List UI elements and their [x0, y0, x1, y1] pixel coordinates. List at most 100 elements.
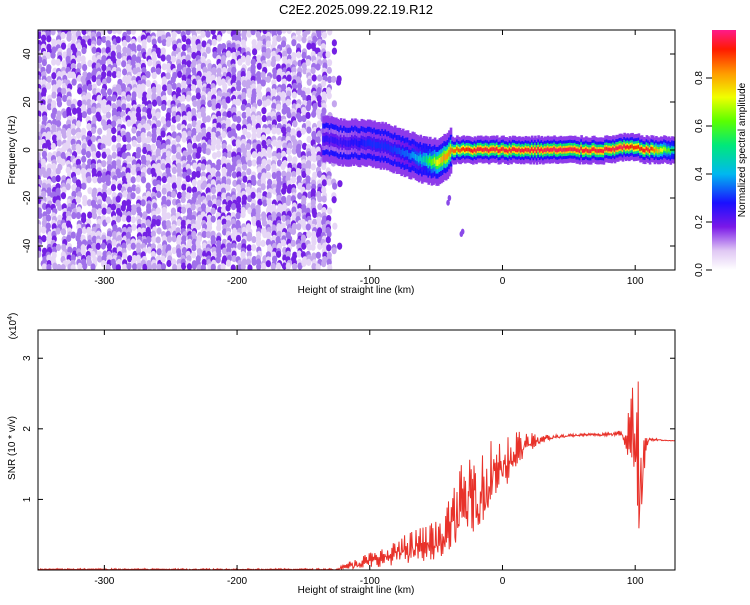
- noise-cell: [60, 158, 66, 166]
- noise-cell: [190, 203, 196, 211]
- noise-cell: [241, 199, 247, 207]
- noise-cell: [66, 234, 72, 242]
- noise-cell: [97, 255, 103, 263]
- noise-cell: [327, 30, 333, 36]
- noise-cell: [301, 223, 308, 231]
- noise-cell: [67, 246, 73, 254]
- noise-cell: [185, 38, 191, 46]
- snr-y-tick-label: 3: [22, 355, 33, 361]
- noise-cell: [212, 51, 218, 59]
- noise-cell: [246, 123, 252, 131]
- noise-cell: [97, 176, 103, 184]
- noise-cell: [280, 40, 287, 48]
- noise-cell: [171, 82, 177, 90]
- noise-cell: [231, 106, 237, 115]
- noise-cell: [160, 130, 166, 138]
- noise-cell: [185, 175, 191, 183]
- noise-cell: [130, 192, 136, 200]
- noise-cell: [192, 99, 198, 108]
- noise-cell: [38, 56, 43, 64]
- noise-cell: [155, 236, 161, 244]
- noise-cell: [171, 235, 177, 243]
- noise-cell: [100, 30, 107, 36]
- noise-cell: [100, 260, 107, 268]
- noise-cell: [146, 236, 152, 244]
- noise-cell: [290, 239, 296, 247]
- ridge-segment: [365, 140, 368, 147]
- noise-cell: [38, 31, 42, 39]
- ridge-segment: [542, 149, 545, 153]
- ridge-segment: [478, 147, 481, 152]
- ridge-segment: [581, 149, 585, 153]
- noise-cell: [310, 243, 316, 251]
- noise-cell: [306, 78, 312, 86]
- noise-cell: [85, 150, 91, 159]
- noise-cell: [61, 186, 67, 194]
- ridge-segment: [637, 144, 641, 149]
- noise-cell: [285, 250, 291, 258]
- noise-cell: [285, 126, 292, 134]
- noise-cell: [231, 171, 238, 179]
- noise-cell: [310, 146, 316, 154]
- noise-cell: [116, 52, 122, 60]
- noise-cell: [136, 114, 142, 122]
- noise-cell: [45, 66, 52, 74]
- noise-cell: [116, 171, 122, 179]
- ridge-segment: [352, 139, 356, 147]
- noise-cell: [192, 142, 198, 150]
- noise-cell: [175, 227, 181, 235]
- noise-cell: [111, 135, 117, 143]
- noise-cell: [290, 176, 297, 184]
- noise-cell: [161, 63, 167, 71]
- noise-cell: [106, 243, 113, 251]
- noise-cell: [280, 150, 287, 158]
- noise-cell: [195, 92, 202, 100]
- noise-cell: [252, 48, 258, 56]
- noise-cell: [292, 120, 298, 128]
- noise-cell: [77, 87, 83, 95]
- noise-cell: [91, 212, 98, 220]
- noise-cell: [270, 263, 276, 270]
- noise-cell: [251, 235, 257, 244]
- noise-cell: [105, 263, 111, 270]
- noise-cell: [106, 254, 112, 262]
- noise-cell: [201, 242, 208, 250]
- noise-cell: [90, 263, 96, 270]
- noise-cell: [130, 216, 136, 224]
- noise-cell: [117, 88, 123, 96]
- noise-cell: [56, 156, 62, 164]
- noise-cell: [61, 222, 67, 230]
- ridge-segment: [491, 147, 494, 151]
- colorbar-ticks: 0.0 0.2 0.4 0.6 0.8: [694, 71, 712, 277]
- noise-cell: [92, 176, 98, 184]
- noise-cell: [86, 107, 92, 115]
- ridge-segment: [545, 148, 548, 152]
- ridge-segment: [400, 149, 403, 157]
- noise-cell: [122, 263, 128, 270]
- noise-cell: [146, 246, 152, 254]
- noise-cell: [220, 30, 227, 34]
- ridge-segment: [604, 147, 607, 151]
- noise-cell: [281, 262, 288, 270]
- ridge-segment: [408, 152, 411, 160]
- noise-cell: [106, 76, 112, 84]
- noise-cell: [265, 127, 271, 135]
- ridge-segment: [551, 148, 555, 152]
- ridge-segment: [486, 147, 489, 152]
- noise-cell: [230, 264, 236, 270]
- ridge-segment: [530, 147, 534, 151]
- noise-cell: [196, 264, 202, 270]
- noise-cell: [140, 176, 147, 184]
- noise-cell: [315, 63, 321, 71]
- noise-cell: [110, 184, 117, 192]
- noise-cell: [320, 43, 326, 51]
- snr-x-tick-label: 100: [627, 576, 644, 587]
- noise-cell: [130, 208, 137, 216]
- noise-cell: [317, 195, 323, 203]
- noise-cell: [310, 66, 316, 75]
- noise-cell: [156, 248, 162, 256]
- noise-cell: [171, 258, 177, 266]
- noise-cell: [306, 126, 312, 134]
- noise-cell: [205, 231, 212, 239]
- ridge-segment: [405, 150, 408, 157]
